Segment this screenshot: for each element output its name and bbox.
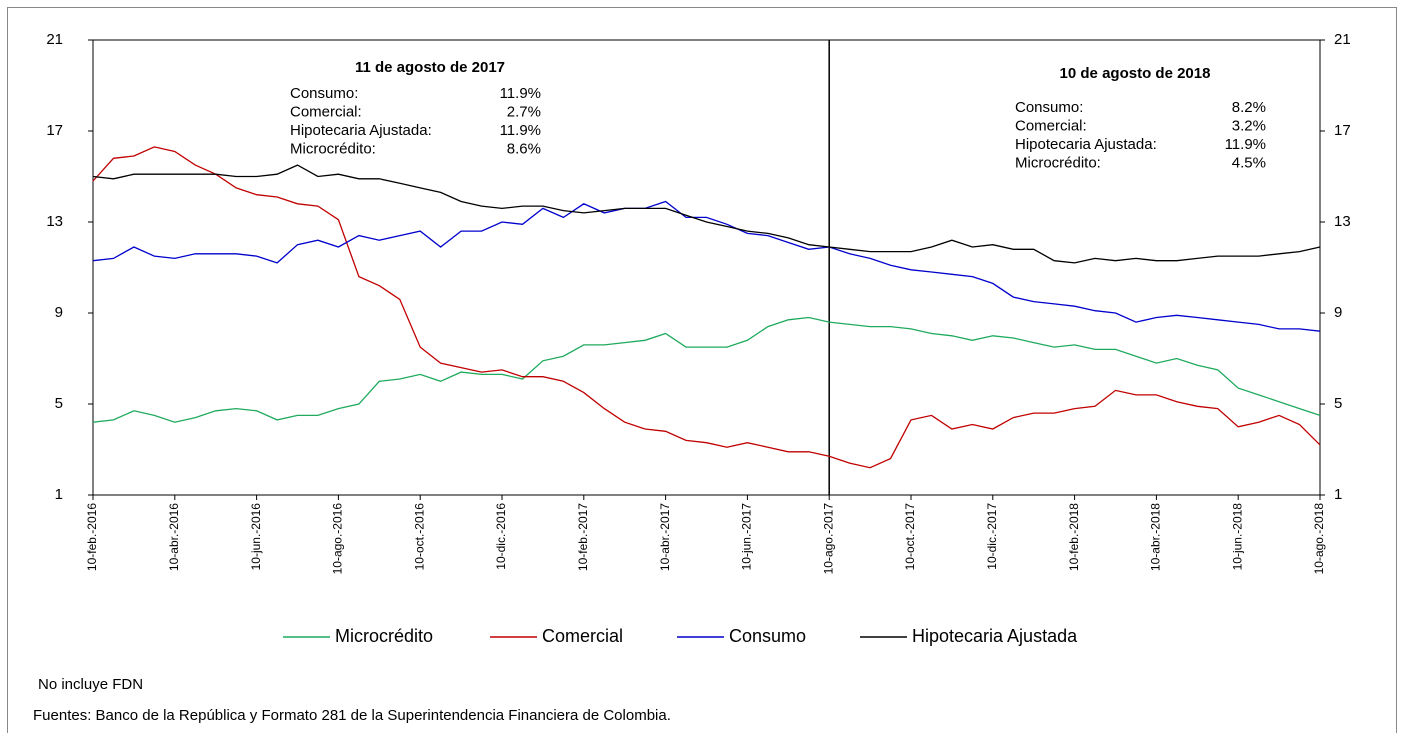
y2-tick-label: 21 [1334,31,1351,48]
annotation-label: Hipotecaria Ajustada: [1015,136,1157,153]
x-tick-label: 10-jun.-2018 [1230,503,1244,571]
series-line [92,164,1321,264]
annotation-value: 3.2% [1232,118,1266,135]
x-tick-label: 10-abr.-2016 [167,503,181,571]
y-tick-label: 9 [55,304,63,321]
x-tick-label: 10-dic.-2016 [494,503,508,570]
x-tick-label: 10-dic.-2017 [985,503,999,570]
frame [7,7,1397,733]
y2-tick-label: 17 [1334,122,1351,139]
annotation-value: 4.5% [1232,155,1266,172]
y-tick-label: 5 [55,395,63,412]
legend-label: Microcrédito [335,626,433,646]
series-line [92,316,1321,423]
annotation-label: Consumo: [290,85,358,102]
annotation-value: 2.7% [507,104,541,121]
x-tick-label: 10-abr.-2017 [658,503,672,571]
annotation-label: Consumo: [1015,99,1083,116]
annotation-value: 8.2% [1232,99,1266,116]
x-tick-label: 10-jun.-2016 [249,503,263,571]
x-tick-label: 10-feb.-2016 [85,503,99,571]
x-tick-label: 10-feb.-2017 [576,503,590,571]
x-tick-label: 10-oct.-2016 [412,503,426,571]
y2-tick-label: 5 [1334,395,1342,412]
legend-label: Hipotecaria Ajustada [912,626,1078,646]
x-tick-label: 10-ago.-2017 [821,503,835,575]
y-tick-label: 1 [55,486,63,503]
annotation-label: Hipotecaria Ajustada: [290,122,432,139]
y2-tick-label: 1 [1334,486,1342,503]
legend-label: Consumo [729,626,806,646]
x-tick-label: 10-jun.-2017 [740,503,754,571]
x-tick-label: 10-feb.-2018 [1067,503,1081,571]
annotation-title: 11 de agosto de 2017 [355,59,505,76]
annotation-label: Comercial: [1015,118,1087,135]
y-tick-label: 21 [46,31,63,48]
series-line [92,200,1321,332]
x-tick-label: 10-abr.-2018 [1149,503,1163,571]
x-tick-label: 10-oct.-2017 [903,503,917,571]
series-line [92,146,1321,469]
annotation-label: Microcrédito: [290,141,376,158]
y2-tick-label: 13 [1334,213,1351,230]
annotation-title: 10 de agosto de 2018 [1060,65,1211,82]
legend-label: Comercial [542,626,623,646]
annotation-value: 11.9% [500,122,541,139]
annotation-value: 8.6% [507,141,541,158]
annotation-value: 11.9% [500,85,541,102]
y-tick-label: 17 [46,122,63,139]
annotation-value: 11.9% [1225,136,1266,153]
note: No incluye FDN [38,676,143,693]
source: Fuentes: Banco de la República y Formato… [33,707,671,724]
x-tick-label: 10-ago.-2016 [331,503,345,575]
annotation-label: Microcrédito: [1015,155,1101,172]
y2-tick-label: 9 [1334,304,1342,321]
x-tick-label: 10-ago.-2018 [1312,503,1326,575]
annotation-label: Comercial: [290,104,362,121]
y-tick-label: 13 [46,213,63,230]
